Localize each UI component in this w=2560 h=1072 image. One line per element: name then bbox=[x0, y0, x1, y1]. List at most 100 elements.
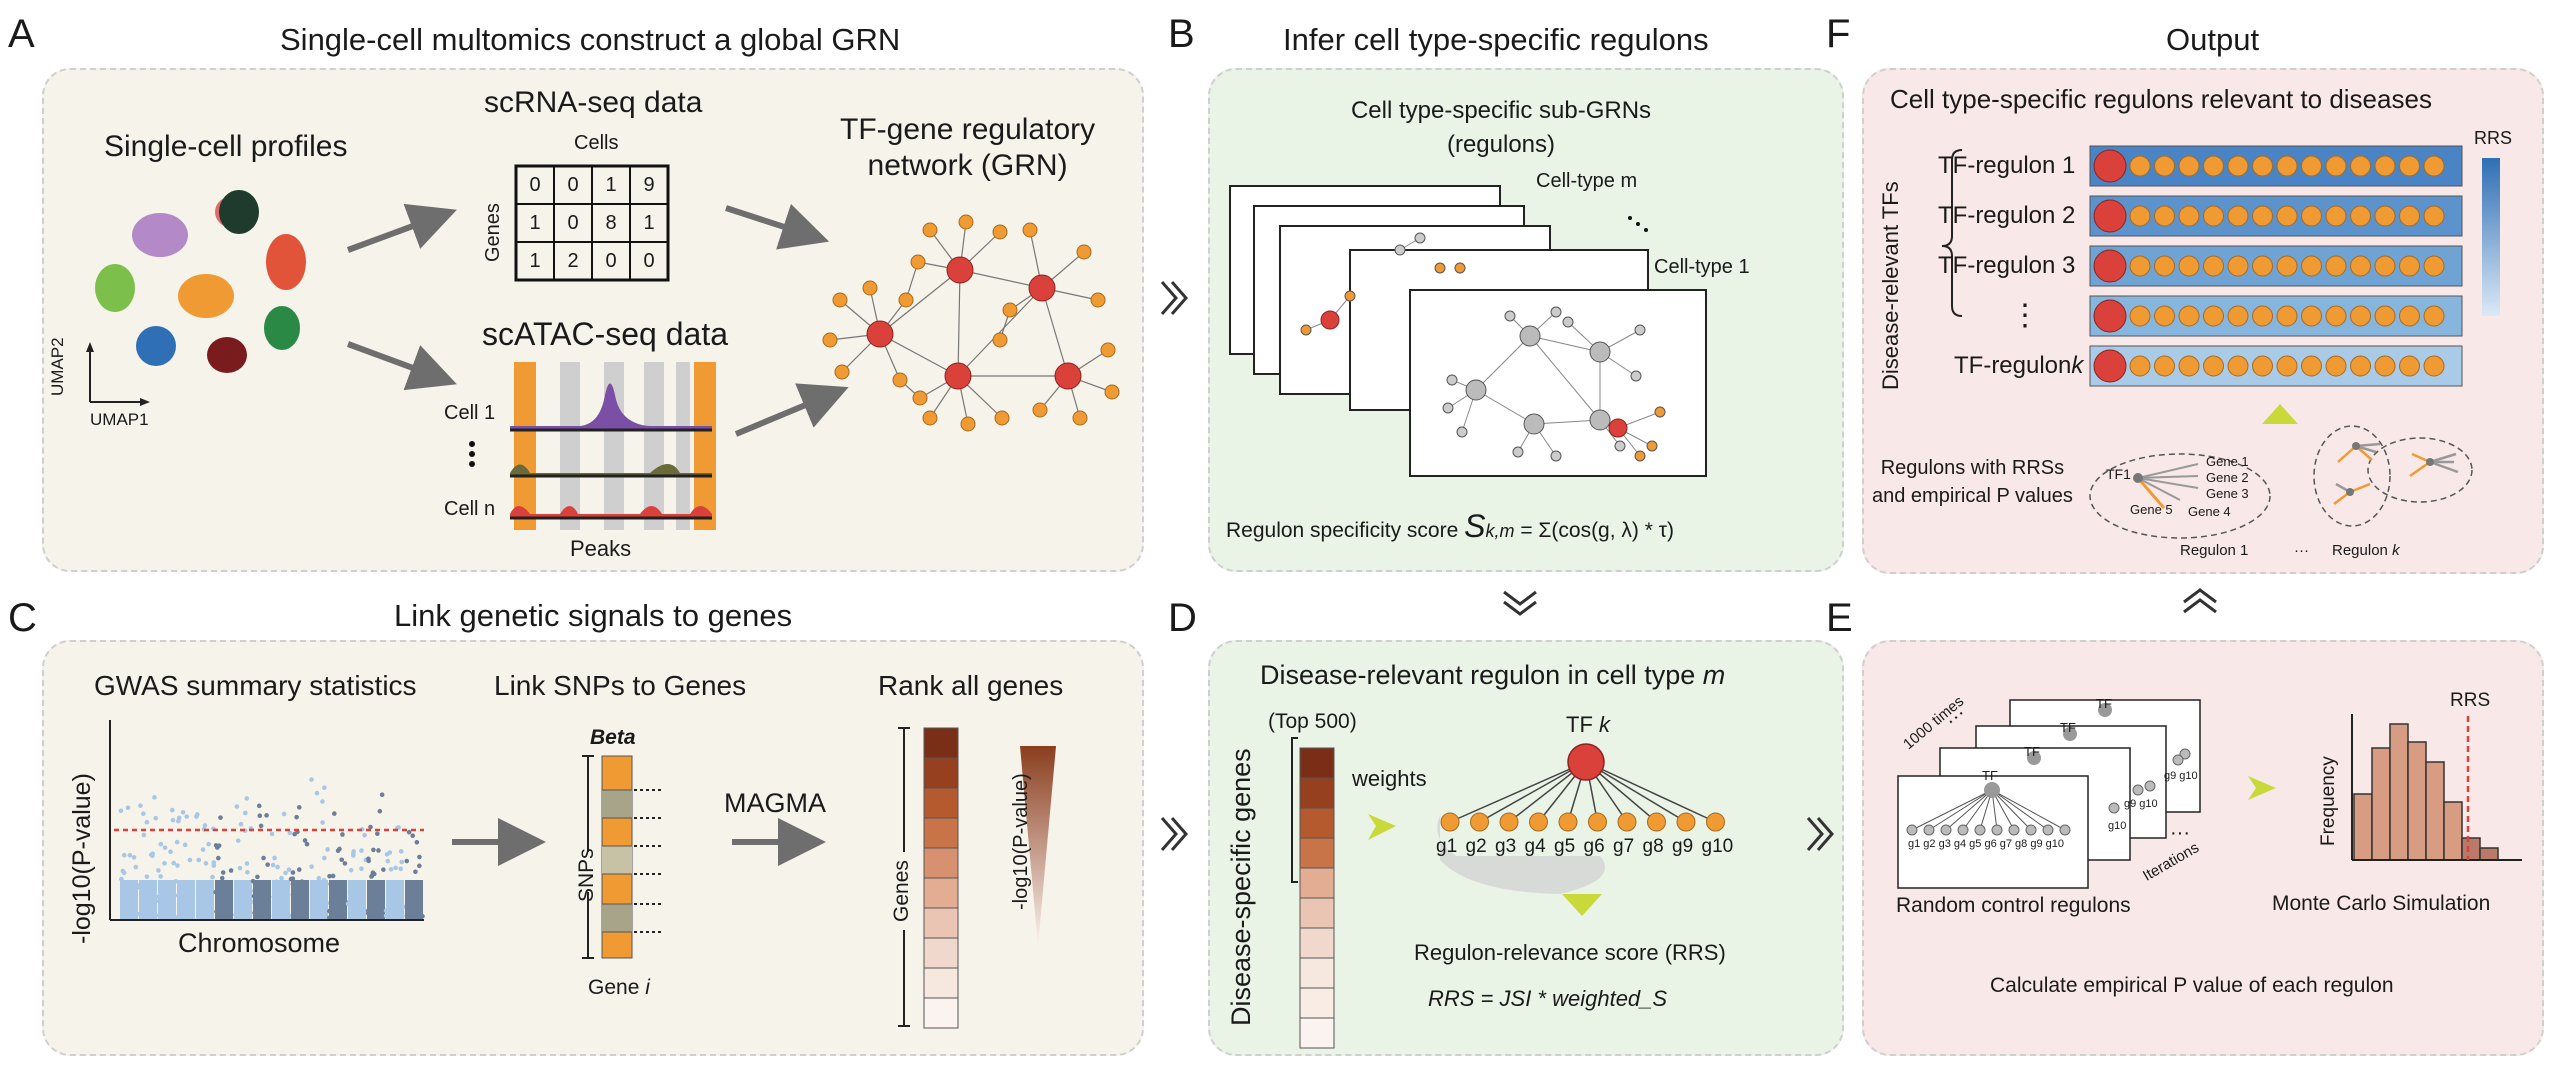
tf1-label: TF1 bbox=[2106, 466, 2131, 482]
d-title-prefix: Disease-relevant regulon in cell type bbox=[1260, 660, 1696, 690]
regulon-gene-node bbox=[2374, 155, 2396, 177]
snps-label: SNPs bbox=[575, 848, 598, 902]
cells-label: Cells bbox=[574, 132, 619, 154]
manhattan-point bbox=[399, 859, 405, 865]
manhattan-point bbox=[237, 865, 243, 871]
random-edge bbox=[1928, 789, 1993, 831]
magma-label: MAGMA bbox=[724, 788, 827, 818]
manhattan-point bbox=[383, 908, 389, 913]
manhattan-point bbox=[276, 899, 281, 905]
matrix-cell: 0 bbox=[529, 174, 541, 196]
e-genes-small: g1 g2 g3 g4 g5 g6 g7 g8 g9 g10 bbox=[1908, 838, 2064, 850]
manhattan-point bbox=[315, 884, 321, 890]
manhattan-point bbox=[347, 888, 353, 894]
manhattan-point bbox=[290, 892, 296, 897]
manhattan-point bbox=[118, 808, 124, 814]
panel-letter-a: A bbox=[8, 12, 35, 56]
celln-label: Cell n bbox=[444, 498, 496, 520]
tree-gene-node bbox=[1529, 812, 1548, 832]
specificity-score-sub: k,m bbox=[1485, 521, 1515, 541]
grn-label-line2: network (GRN) bbox=[867, 149, 1068, 182]
manhattan-point bbox=[376, 848, 381, 853]
manhattan-point bbox=[244, 899, 250, 905]
regulonk-prefix: Regulon bbox=[2332, 542, 2388, 559]
manhattan-point bbox=[321, 907, 327, 912]
manhattan-point bbox=[377, 808, 383, 814]
matrix-cell: 2 bbox=[567, 250, 579, 272]
manhattan-point bbox=[182, 842, 188, 848]
tree-gene-label: g10 bbox=[1701, 836, 1734, 857]
manhattan-point bbox=[188, 910, 194, 916]
manhattan-point bbox=[272, 855, 277, 861]
rank-cell bbox=[923, 727, 959, 759]
regulon-gene-node bbox=[2252, 255, 2273, 277]
manhattan-point bbox=[325, 847, 330, 852]
manhattan-point bbox=[257, 813, 263, 819]
tree-gene-node bbox=[1499, 812, 1519, 832]
manhattan-point bbox=[381, 867, 386, 872]
regulon-k-index: k bbox=[2071, 352, 2084, 379]
specificity-score-prefix: Regulon specificity score bbox=[1226, 519, 1459, 542]
manhattan-point bbox=[227, 908, 233, 913]
manhattan-point bbox=[318, 889, 323, 894]
regulon-tf-node bbox=[2093, 299, 2127, 333]
manhattan-point bbox=[270, 862, 276, 868]
manhattan-point bbox=[131, 855, 137, 860]
random-gene-node bbox=[1957, 824, 1969, 836]
regulon-gene-node bbox=[2203, 205, 2224, 227]
regulon-gene-node bbox=[2276, 305, 2298, 327]
manhattan-point bbox=[156, 913, 161, 918]
rank-cell bbox=[923, 787, 959, 819]
regulon-tf-node bbox=[2093, 199, 2127, 233]
manhattan-point bbox=[385, 858, 391, 864]
regulon-gene-node bbox=[2154, 255, 2175, 277]
tree-gene-label: g3 bbox=[1495, 836, 1517, 857]
regulon-gene-node bbox=[2325, 155, 2347, 177]
regulon-gene-node bbox=[2350, 205, 2371, 227]
manhattan-point bbox=[330, 873, 336, 879]
manhattan-point bbox=[228, 868, 234, 873]
regulon-k-label: TF-regulonk bbox=[1954, 352, 2083, 380]
regulon-gene-node bbox=[2276, 205, 2298, 227]
weight-cell bbox=[1299, 957, 1335, 989]
rank-genes-label: Genes bbox=[890, 860, 913, 922]
monte-label: Monte Carlo Simulation bbox=[2272, 892, 2491, 915]
tf-k-label: TF k bbox=[1566, 712, 1610, 738]
manhattan-point bbox=[255, 903, 260, 909]
tree-gene-node bbox=[1558, 812, 1578, 832]
manhattan-point bbox=[182, 890, 188, 896]
manhattan-point bbox=[235, 910, 241, 916]
manhattan-point bbox=[286, 867, 292, 872]
manhattan-point bbox=[386, 911, 392, 917]
manhattan-point bbox=[206, 841, 211, 847]
specificity-score-s: S bbox=[1464, 508, 1486, 544]
manhattan-point bbox=[156, 868, 161, 873]
regulon-tf-node bbox=[2093, 349, 2127, 383]
e-g9g10-a: g9 g10 bbox=[2164, 770, 2198, 782]
regulon-gene-node bbox=[2423, 155, 2445, 177]
manhattan-point bbox=[411, 892, 417, 898]
specificity-score-formula: = Σ(cos(g, λ) * τ) bbox=[1520, 519, 1675, 542]
regulon-gene-node bbox=[2129, 155, 2151, 177]
tree-gene-node bbox=[1676, 812, 1696, 832]
tree-gene-label: g9 bbox=[1672, 836, 1694, 857]
d-title: Disease-relevant regulon in cell type m bbox=[1260, 660, 1725, 691]
manhattan-point bbox=[368, 824, 373, 830]
regulon-gene-node bbox=[2227, 305, 2249, 327]
manhattan-point bbox=[162, 845, 168, 850]
regulon-gene-node bbox=[2374, 355, 2396, 377]
panel-f-title: Output bbox=[2166, 22, 2260, 57]
manhattan-point bbox=[259, 909, 264, 915]
panel-letter-c: C bbox=[8, 596, 37, 640]
disease-tfs-label: Disease-relevant TFs bbox=[1878, 181, 1903, 390]
manhattan-point bbox=[187, 857, 193, 863]
e-tf-2: TF bbox=[2060, 720, 2076, 735]
regulonk-label: Regulon k bbox=[2332, 542, 2400, 559]
manhattan-point bbox=[240, 903, 246, 909]
manhattan-point bbox=[133, 864, 139, 870]
regulon-gene-node bbox=[2423, 305, 2445, 327]
regulon-k-prefix: TF-regulon bbox=[1954, 352, 2072, 379]
manhattan-point bbox=[203, 898, 208, 904]
manhattan-point bbox=[184, 814, 190, 819]
manhattan-point bbox=[274, 879, 279, 885]
